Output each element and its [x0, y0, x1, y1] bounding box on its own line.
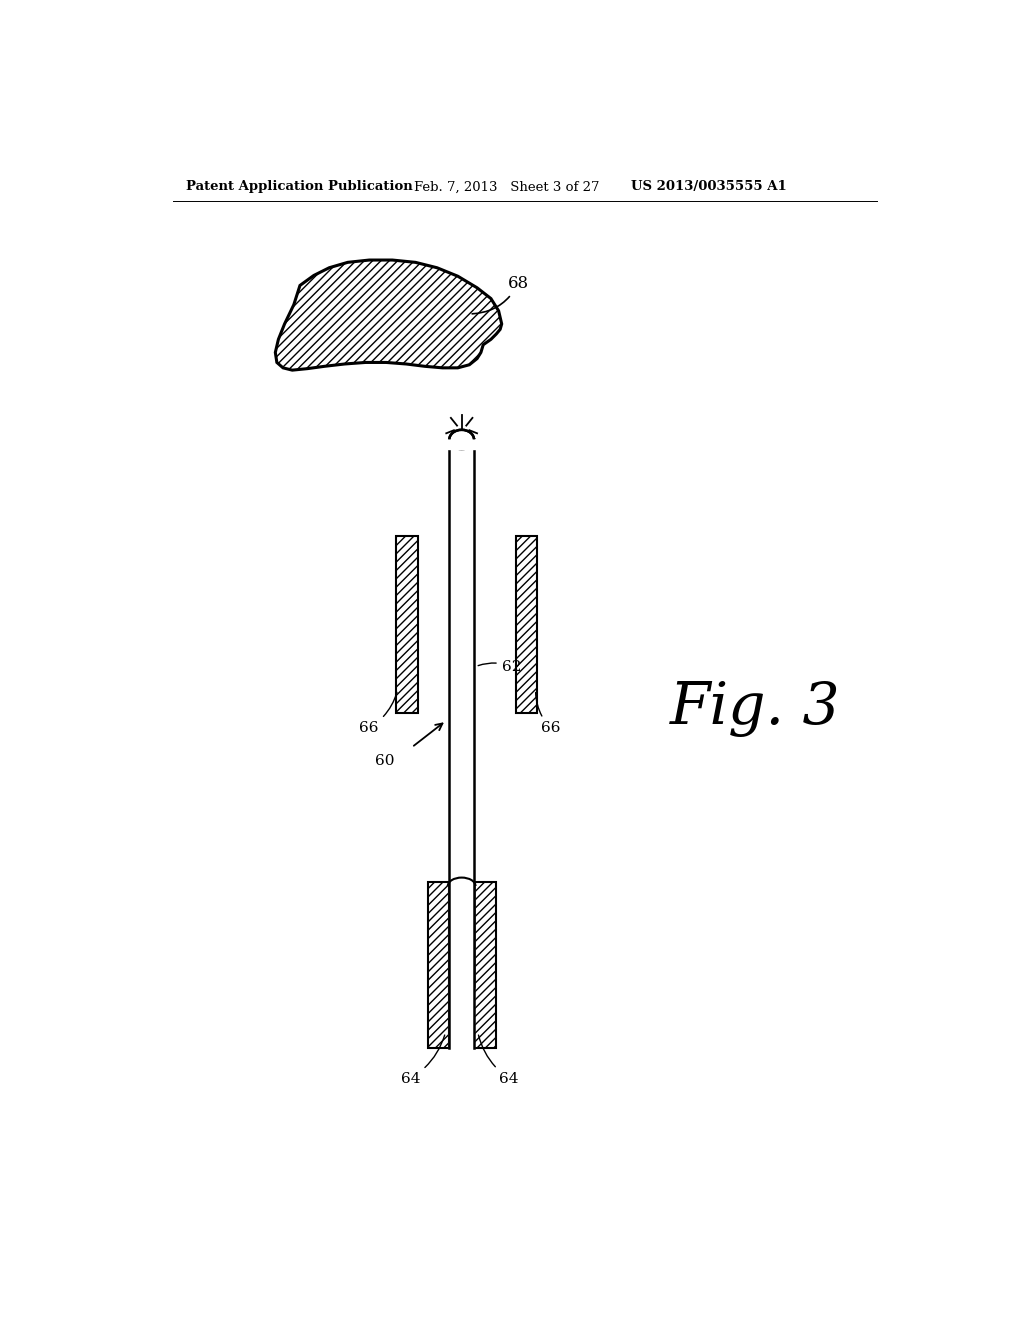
Text: 64: 64 [400, 1035, 444, 1085]
Polygon shape [275, 260, 502, 370]
Text: 62: 62 [478, 660, 521, 673]
Text: 66: 66 [359, 693, 397, 735]
Text: Fig. 3: Fig. 3 [670, 681, 840, 737]
Polygon shape [474, 882, 496, 1048]
Ellipse shape [450, 430, 474, 449]
Text: Patent Application Publication: Patent Application Publication [186, 181, 413, 194]
Text: 60: 60 [376, 754, 395, 767]
Text: 66: 66 [536, 693, 560, 735]
Text: 64: 64 [478, 1035, 519, 1085]
Text: US 2013/0035555 A1: US 2013/0035555 A1 [631, 181, 786, 194]
Text: 68: 68 [472, 275, 529, 314]
Polygon shape [428, 882, 450, 1048]
Text: Feb. 7, 2013   Sheet 3 of 27: Feb. 7, 2013 Sheet 3 of 27 [414, 181, 599, 194]
Polygon shape [396, 536, 418, 713]
Bar [450, 440, 474, 986]
Polygon shape [515, 536, 538, 713]
